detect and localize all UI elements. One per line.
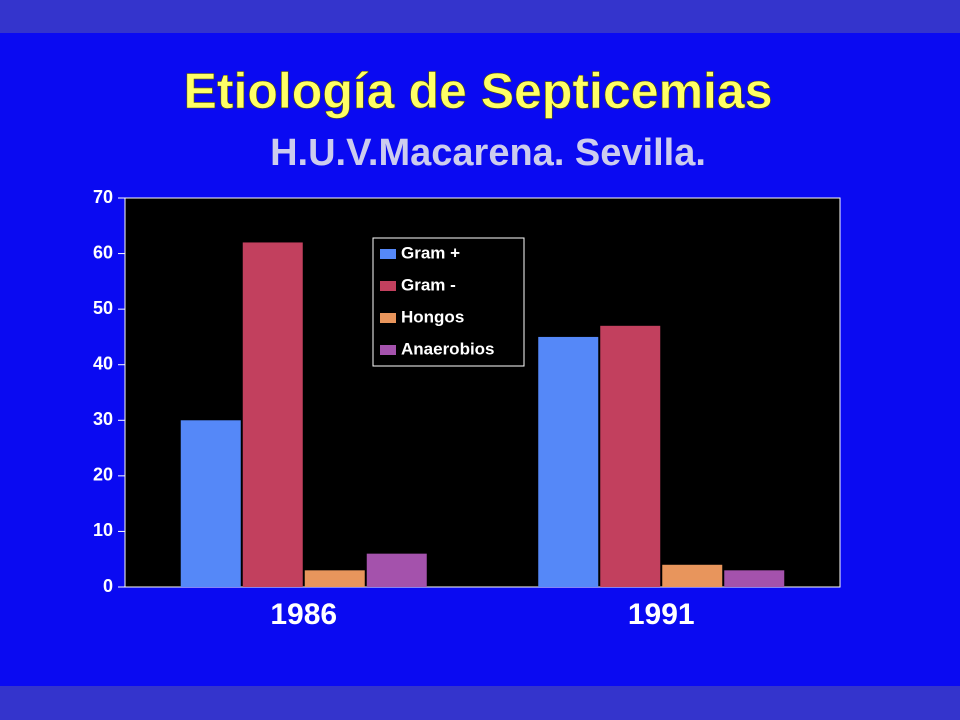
x-tick-label: 1991	[628, 598, 695, 631]
bar	[538, 336, 599, 587]
chart-title: Etiología de Septicemias	[183, 63, 772, 119]
bar	[662, 564, 723, 587]
y-tick-label: 40	[93, 353, 113, 373]
top-band	[0, 0, 960, 33]
bar	[242, 242, 303, 587]
y-tick-label: 20	[93, 465, 113, 485]
legend-swatch	[380, 249, 396, 259]
y-tick-label: 10	[93, 520, 113, 540]
legend-label: Hongos	[401, 307, 464, 326]
y-tick-label: 70	[93, 187, 113, 207]
legend-box	[372, 237, 525, 367]
bar	[724, 570, 785, 587]
legend-swatch	[380, 345, 396, 355]
legend-label: Gram +	[401, 243, 460, 262]
bottom-band	[0, 686, 960, 720]
y-tick-label: 30	[93, 409, 113, 429]
y-tick-label: 0	[103, 576, 113, 596]
y-tick-label: 50	[93, 298, 113, 318]
y-tick-label: 60	[93, 242, 113, 262]
legend-label: Gram -	[401, 275, 456, 294]
legend-swatch	[380, 281, 396, 291]
bar	[180, 420, 241, 587]
x-tick-label: 1986	[270, 598, 337, 631]
bar	[600, 325, 661, 587]
bar	[366, 553, 427, 587]
legend-label: Anaerobios	[401, 339, 495, 358]
bar	[304, 570, 365, 587]
chart-subtitle: H.U.V.Macarena. Sevilla.	[270, 132, 706, 174]
legend-swatch	[380, 313, 396, 323]
